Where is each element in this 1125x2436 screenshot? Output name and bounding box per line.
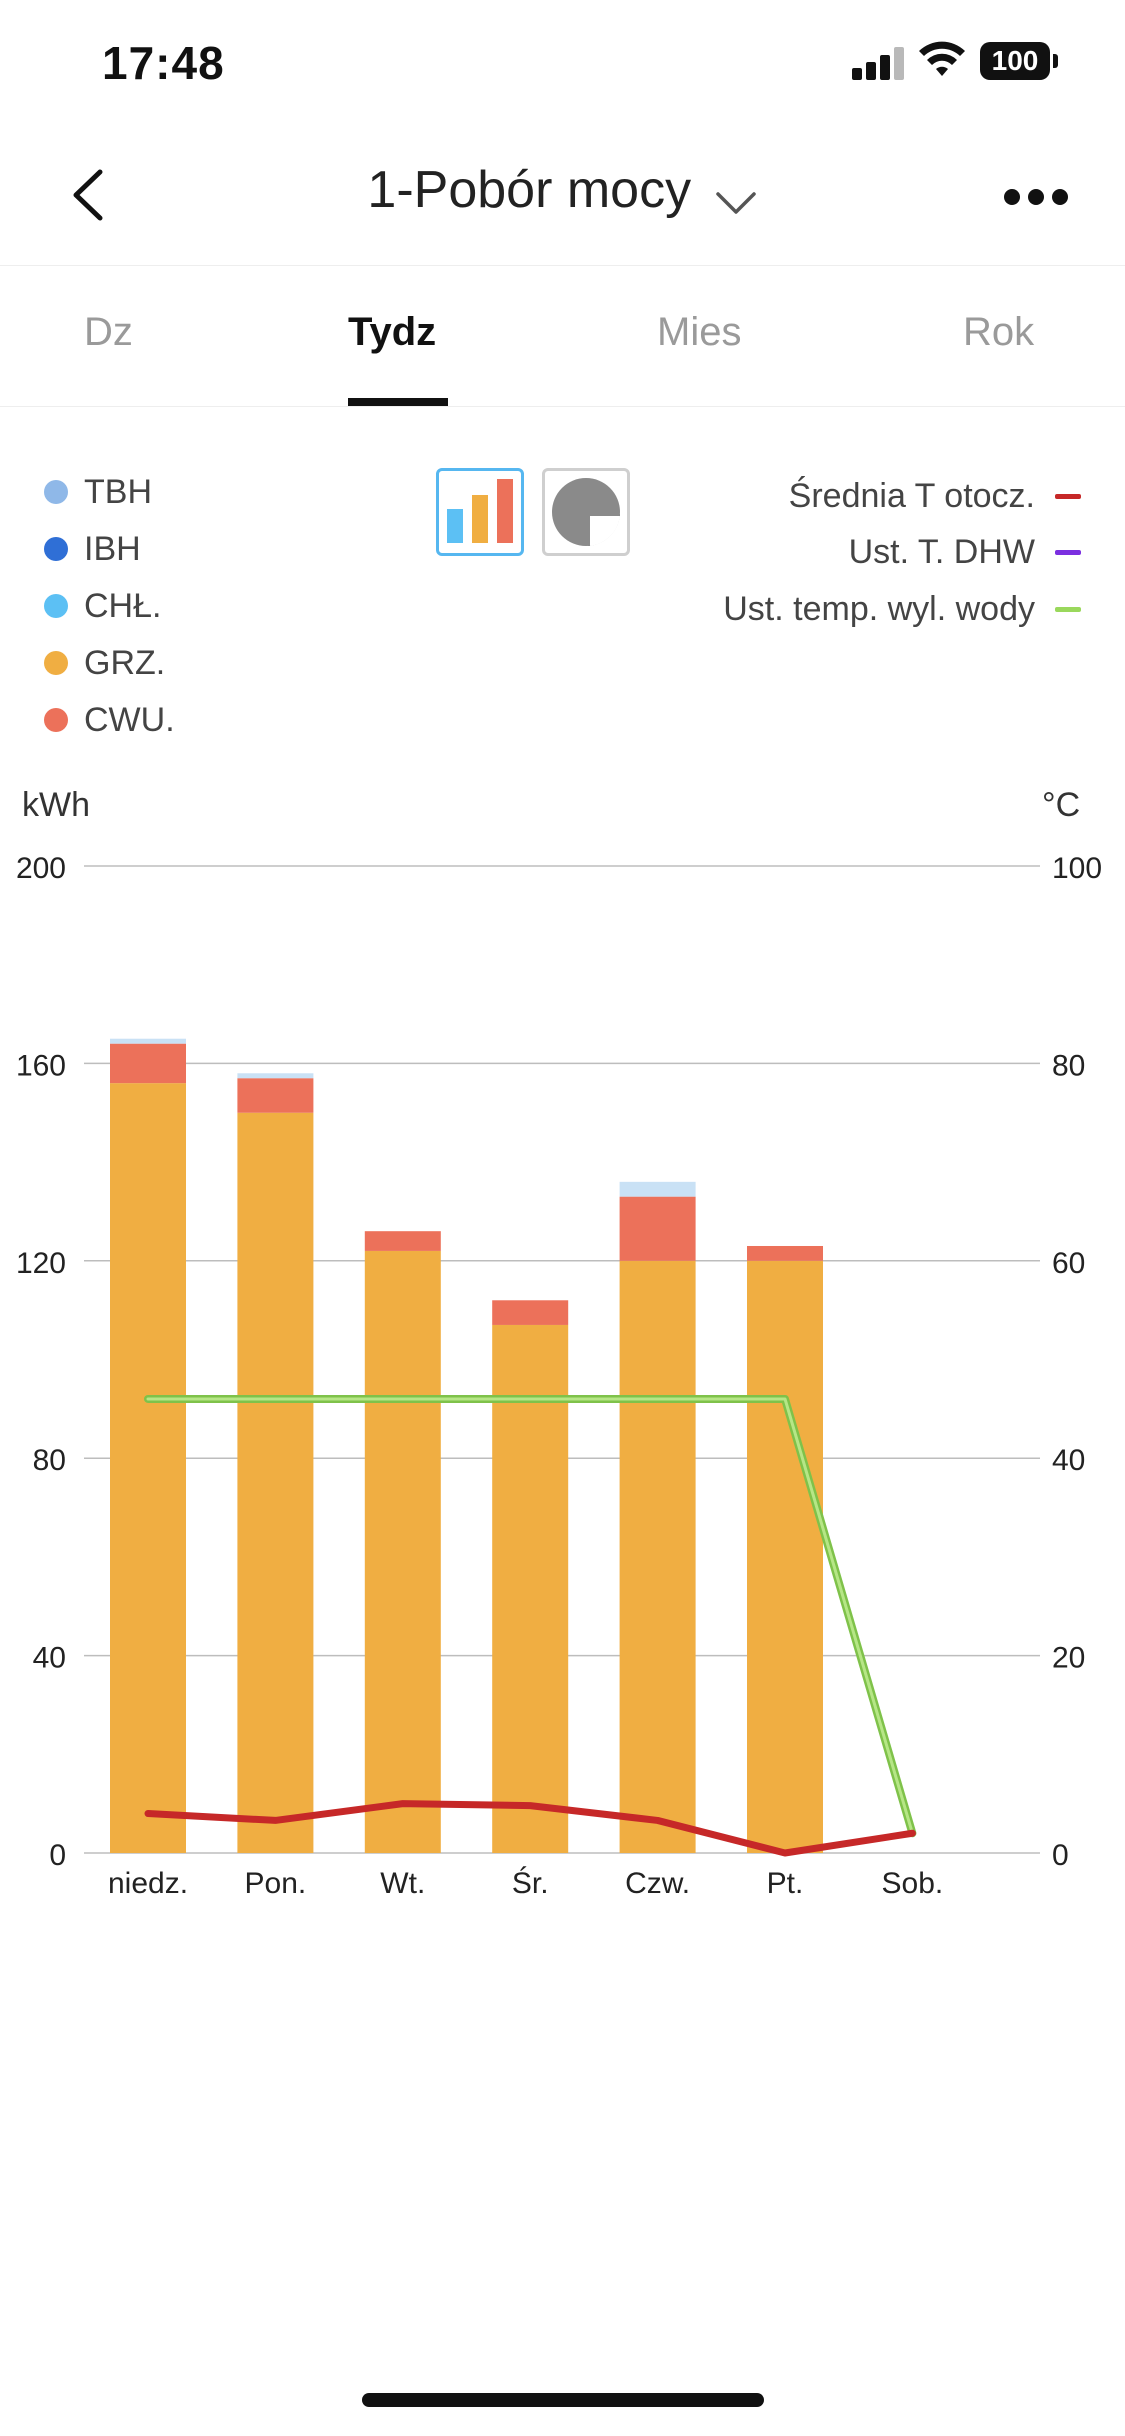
pie-chart-toggle[interactable] [542,468,630,556]
chevron-down-icon [715,192,756,214]
bar-segment [364,1231,441,1251]
bar-segment [619,1196,696,1261]
x-tick-label: Sob. [882,1867,944,1900]
y-tick-label: 200 [16,852,66,885]
legend-dot [44,651,68,675]
bar-segment [237,1078,314,1113]
legend-label: TBH [84,472,152,511]
x-tick-label: Śr. [512,1866,549,1900]
wifi-icon [919,41,965,76]
x-tick-label: niedz. [108,1867,188,1900]
navigation-bar: 1-Pobór mocy [0,130,1125,266]
bar-segment [747,1245,823,1261]
legend-line-swatch [1055,493,1081,499]
right-axis-unit: °C [1042,786,1081,824]
title-selector[interactable]: 1-Pobór mocy [0,160,1125,220]
bar-segment [110,1038,186,1044]
series-line [146,1397,914,1835]
pie-chart-icon [552,478,620,546]
y2-tick-label: 100 [1052,852,1102,885]
tab-week[interactable]: Tydz [348,310,437,354]
bar-segment [237,1073,314,1079]
legend-item-chl: CHŁ. [44,584,344,628]
bar-chart-toggle[interactable] [436,468,524,556]
bar-chart-icon [447,479,513,543]
legend-dot [44,594,68,618]
legend-line-swatch [1055,549,1081,555]
bar-segment [110,1083,186,1853]
battery-icon: 100 [980,42,1050,80]
y-tick-label: 120 [16,1247,66,1280]
bar-segment [747,1260,823,1853]
left-axis-unit: kWh [22,786,90,824]
legend-label: Średnia T otocz. [788,476,1035,515]
y2-tick-label: 60 [1052,1247,1085,1280]
legend-item-dhw-setpoint: Ust. T. DHW [849,530,1081,574]
legend-item-cwu: CWU. [44,698,344,742]
tab-month[interactable]: Mies [657,310,742,354]
y-tick-label: 160 [16,1049,66,1082]
legend-label: GRZ. [84,643,166,682]
legend-item-avg-outdoor-temp: Średnia T otocz. [789,474,1081,518]
energy-chart: 0 0 40 20 80 40 120 60 160 80 200 100 niedz. Pon. Wt. Ś… [16,852,1102,1900]
y2-tick-label: 0 [1052,1839,1069,1872]
legend-label: IBH [84,529,141,568]
y-tick-label: 80 [33,1444,66,1477]
page-title: 1-Pobór mocy [367,161,692,219]
bar-segment [619,1260,696,1853]
more-options-icon[interactable] [996,175,1076,215]
legend-label: CWU. [84,700,175,739]
legend-line-swatch [1055,606,1081,612]
legend-dot [44,537,68,561]
bar-segment [619,1181,696,1197]
y2-tick-label: 40 [1052,1444,1085,1477]
legend-item-outlet-water-setpoint: Ust. temp. wyl. wody [723,587,1081,631]
x-tick-label: Czw. [625,1867,690,1900]
back-chevron-icon[interactable] [60,160,120,230]
legend-dot [44,480,68,504]
legend-item-ibh: IBH [44,527,344,571]
x-tick-label: Wt. [380,1867,425,1900]
series-line [144,1800,916,1857]
period-tabs: Dz Tydz Mies Rok [0,266,1125,407]
status-time: 17:48 [102,37,225,89]
bar-segment [110,1043,186,1084]
cellular-signal-icon [852,46,904,80]
y2-tick-label: 20 [1052,1642,1085,1675]
legend-item-grz: GRZ. [44,641,344,685]
tab-active-indicator [348,398,448,406]
legend-label: CHŁ. [84,586,162,625]
legend-label: Ust. T. DHW [848,532,1035,571]
bar-segment [364,1250,441,1853]
bar-segment [492,1324,569,1853]
legend-item-tbh: TBH [44,470,344,514]
legend-label: Ust. temp. wyl. wody [723,589,1035,628]
y2-tick-label: 80 [1052,1049,1085,1082]
battery-tip [1053,54,1058,68]
bar-segment [237,1112,314,1853]
y-tick-label: 0 [49,1839,66,1872]
bar-segment [492,1300,569,1325]
tab-year[interactable]: Rok [963,310,1035,354]
tab-day[interactable]: Dz [84,310,133,354]
status-bar: 17:48 100 [0,0,1125,130]
legend-dot [44,708,68,732]
home-indicator [362,2393,764,2407]
x-tick-label: Pt. [767,1867,804,1900]
y-tick-label: 40 [33,1642,66,1675]
x-tick-label: Pon. [245,1867,307,1900]
